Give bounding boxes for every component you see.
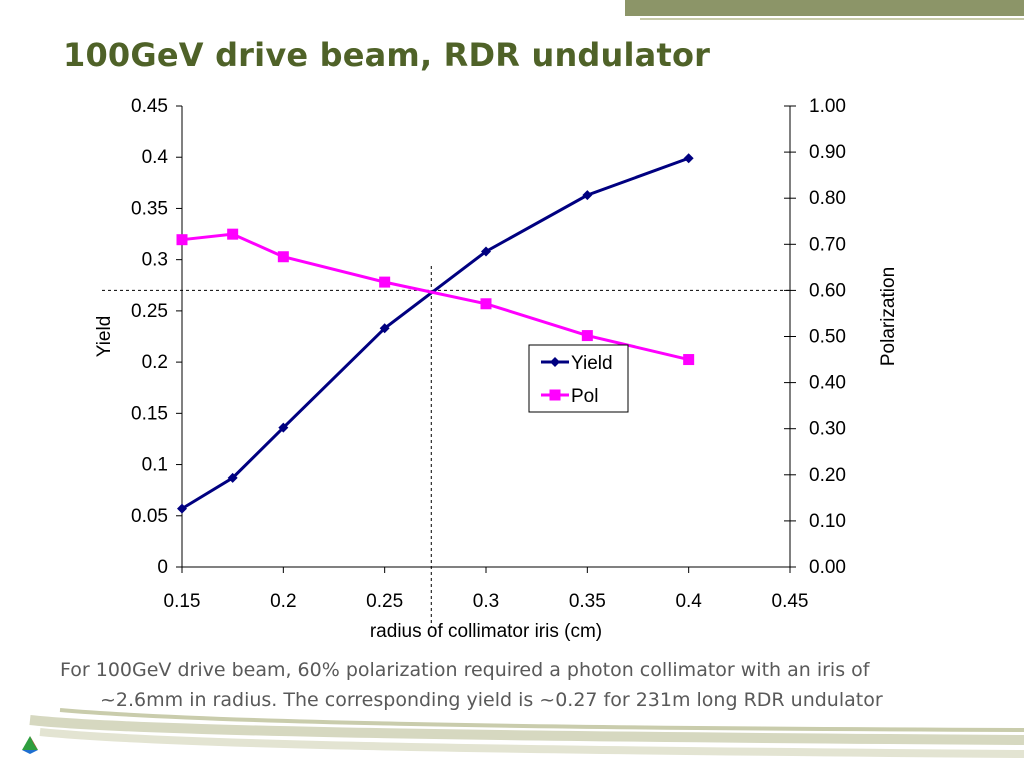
y-right-tick-label: 1.00 [809,96,846,117]
y-left-tick-label: 0.35 [131,198,168,219]
data-point-yield [683,153,694,164]
y-left-tick-label: 0.2 [142,352,168,373]
data-point-pol [683,354,695,366]
header-accent-line [640,18,1024,20]
data-point-pol [227,228,239,240]
series-line-pol [181,232,690,362]
y-left-tick-label: 0.25 [131,301,168,322]
header-accent-bar [625,0,1024,16]
data-point-yield [582,190,593,201]
legend-label-pol: Pol [571,386,598,407]
y-right-tick-label: 0.30 [809,419,846,440]
x-tick-label: 0.4 [675,591,702,612]
y-right-tick-label: 0.80 [809,188,846,209]
x-tick-label: 0.45 [772,591,809,612]
legend-box [528,344,629,413]
x-tick-label: 0.3 [473,591,499,612]
series-line-yield [181,156,690,510]
data-point-yield [227,472,238,483]
y-right-tick-label: 0.50 [809,327,846,348]
x-tick-label: 0.15 [164,591,201,612]
y-axis-right-label: Polarization [878,267,899,366]
yield-polarization-chart: 00.050.10.150.20.250.30.350.40.450.000.1… [94,96,899,642]
x-tick-label: 0.25 [366,591,403,612]
data-point-pol [176,234,188,246]
legend-marker-yield [550,357,560,367]
y-right-tick-label: 0.70 [809,234,846,255]
y-right-tick-label: 0.90 [809,142,846,163]
caption-line-1: For 100GeV drive beam, 60% polarization … [60,659,870,681]
slide-caption: For 100GeV drive beam, 60% polarization … [60,655,960,715]
logo-icon [22,736,38,754]
y-left-tick-label: 0.15 [131,403,168,424]
data-point-yield [379,323,390,334]
legend-label-yield: Yield [571,353,613,374]
legend-marker-pol [549,389,561,401]
x-tick-label: 0.2 [270,591,296,612]
y-right-tick-label: 0.10 [809,511,846,532]
footer-wave-decoration [22,708,1024,758]
data-point-yield [177,503,187,514]
data-point-pol [581,330,593,342]
slide-title: 100GeV drive beam, RDR undulator [63,36,711,74]
y-left-tick-label: 0.05 [131,506,168,527]
data-point-pol [379,276,391,288]
data-point-yield [278,422,289,433]
y-left-tick-label: 0.1 [142,455,168,476]
y-right-tick-label: 0.20 [809,465,846,486]
y-left-tick-label: 0.4 [142,147,169,168]
y-left-tick-label: 0 [157,557,168,578]
y-axis-left-label: Yield [94,316,115,358]
y-right-tick-label: 0.60 [809,280,846,301]
x-tick-label: 0.35 [569,591,606,612]
caption-line-2: ~2.6mm in radius. The corresponding yiel… [100,689,883,711]
data-point-pol [277,251,289,263]
data-point-yield [481,246,491,257]
y-right-tick-label: 0.00 [809,557,846,578]
x-axis-label: radius of collimator iris (cm) [370,621,602,642]
y-right-tick-label: 0.40 [809,373,846,394]
y-left-tick-label: 0.45 [131,96,168,117]
data-point-pol [480,298,492,310]
y-left-tick-label: 0.3 [142,250,168,271]
